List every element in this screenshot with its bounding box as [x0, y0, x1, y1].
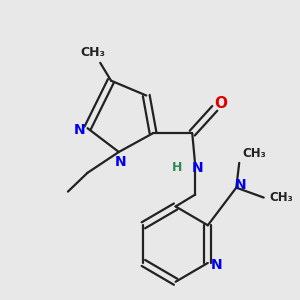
Text: H: H	[172, 161, 183, 174]
Text: CH₃: CH₃	[80, 46, 105, 59]
Text: N: N	[234, 178, 246, 192]
Text: O: O	[214, 96, 227, 111]
Text: N: N	[211, 258, 222, 272]
Text: CH₃: CH₃	[242, 148, 266, 160]
Text: N: N	[115, 155, 127, 169]
Text: N: N	[191, 161, 203, 175]
Text: N: N	[74, 123, 85, 137]
Text: CH₃: CH₃	[270, 191, 293, 204]
